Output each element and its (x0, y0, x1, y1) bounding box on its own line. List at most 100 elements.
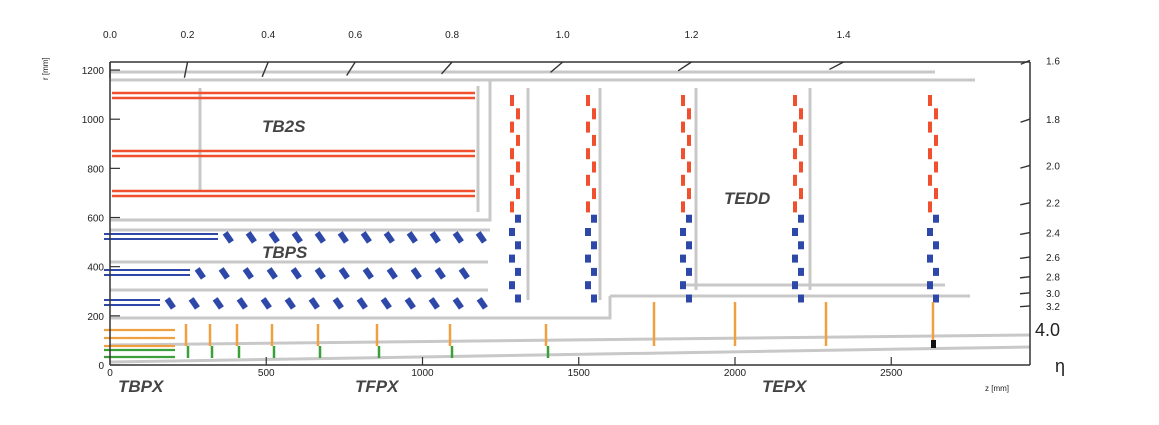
tedd-ps-module (933, 241, 939, 250)
tedd-ps-module (798, 294, 804, 303)
label-tepx: TEPX (762, 377, 808, 396)
tedd-2s-module (510, 174, 514, 186)
r-tick-label: 1200 (82, 66, 105, 77)
r-tick-label: 1000 (82, 115, 105, 126)
tbps-tilted-module (434, 267, 446, 280)
label-tb2s: TB2S (262, 117, 306, 136)
tedd-ps-module (686, 294, 692, 303)
tedd-2s-module (928, 174, 932, 186)
tedd-2s-module (793, 148, 797, 160)
r-tick-label: 400 (87, 263, 104, 274)
eta-symbol: η (1055, 356, 1065, 376)
tedd-2s-module (928, 201, 932, 213)
eta-tick (550, 61, 564, 73)
tedd-2s-module (592, 188, 596, 200)
eta-tick-label: 1.6 (1046, 56, 1060, 67)
tedd-2s-module (793, 95, 797, 106)
tedd-ps-module (515, 241, 521, 250)
tedd-2s-module (592, 108, 596, 120)
tbps-tilted-module (222, 231, 234, 244)
tedd-ps-module (585, 281, 591, 290)
tedd-ps-module (585, 254, 591, 263)
tbps-tilted-module (362, 267, 374, 280)
tedd-ps-module (792, 228, 798, 236)
r-tick-label: 0 (98, 361, 104, 372)
eta-tick-label: 2.4 (1046, 229, 1060, 240)
tedd-ps-module (798, 241, 804, 250)
z-tick-label: 1500 (568, 368, 591, 379)
tedd-ps-module (792, 281, 798, 290)
tedd-2s-module (928, 121, 932, 133)
tedd-ps-module (591, 267, 597, 276)
tedd-ps-module (509, 228, 515, 236)
tb2s-layers (112, 91, 475, 198)
tbps-tilted-module (356, 297, 368, 310)
eta-tick (440, 61, 453, 75)
tedd-ps-module (509, 254, 515, 263)
label-tbpx: TBPX (118, 377, 165, 396)
r-axis-ticks: 0 200 400 600 800 1000 1200 (82, 66, 120, 372)
z-axis-ticks: 0 500 1000 1500 2000 2500 (107, 357, 903, 379)
eta-tick-label: 3.2 (1046, 302, 1060, 313)
tbps-tilted-module (212, 297, 224, 310)
tedd-ps-module (686, 241, 692, 250)
tedd-2s-module (592, 161, 596, 173)
tedd-ps-module (680, 281, 686, 290)
eta-tick-label: 0.6 (348, 30, 362, 41)
tbps-tilted-module (290, 267, 302, 280)
tbps-tilted-module (452, 231, 464, 244)
label-tfpx: TFPX (355, 377, 400, 396)
eta-tick (183, 61, 189, 78)
tedd-2s-module (687, 108, 691, 120)
tbps-tilted-module (218, 267, 230, 280)
tbps-tilted-module (380, 297, 392, 310)
eta-top-ticks: 0.0 0.2 0.4 0.6 0.8 1.0 1.2 1.4 (103, 30, 851, 78)
tedd-2s-module (681, 174, 685, 186)
axes-frame (109, 61, 1031, 366)
tedd-2s-module (510, 201, 514, 213)
eta-tick (1020, 201, 1031, 206)
tedd-ps-module (680, 254, 686, 263)
tedd-2s-module (799, 188, 803, 200)
tedd-ps-module (591, 294, 597, 303)
tedd-ps-module (792, 254, 798, 263)
tedd-2s-module (799, 108, 803, 120)
tbps-tilted-module (260, 297, 272, 310)
tbps-tilted-module (245, 231, 257, 244)
eta-tick-label: 2.6 (1046, 253, 1060, 264)
tedd-2s-module (934, 134, 938, 146)
tbps-tilted-module (452, 297, 464, 310)
eta-tick (829, 61, 844, 71)
eta-tick (1020, 164, 1031, 169)
tbps-tilted-module (291, 231, 303, 244)
eta-tick (1020, 256, 1031, 260)
tedd-2s-module (928, 148, 932, 160)
z-tick-label: 1000 (411, 368, 434, 379)
tbps-tilted-module (308, 297, 320, 310)
tedd-ps-module (585, 228, 591, 236)
eta-tick-label: 0.4 (261, 30, 275, 41)
tedd-2s-module (516, 134, 520, 146)
tbps-tilted-module (242, 267, 254, 280)
tedd-ps-module (591, 241, 597, 250)
tedd-2s-module (934, 161, 938, 173)
tedd-2s-module (687, 188, 691, 200)
tedd-2s-module (586, 121, 590, 133)
tbps-tilted-module (429, 231, 441, 244)
eta-tick-label: 1.8 (1046, 115, 1060, 126)
tedd-2s-module (934, 108, 938, 120)
tedd-ps-module (515, 214, 521, 223)
label-tbps: TBPS (262, 243, 308, 262)
tedd-ps-module (515, 294, 521, 303)
tbps-tilted-module (360, 231, 372, 244)
tedd-ps-module (798, 267, 804, 276)
tedd-2s-module (510, 121, 514, 133)
tepx-lumi-module (931, 340, 936, 348)
eta-tick (1019, 275, 1031, 279)
tedd-2s-module (799, 161, 803, 173)
tedd-2s-module (681, 95, 685, 106)
tbps-tilted-module (284, 297, 296, 310)
tbps-tilted-module (475, 231, 487, 244)
